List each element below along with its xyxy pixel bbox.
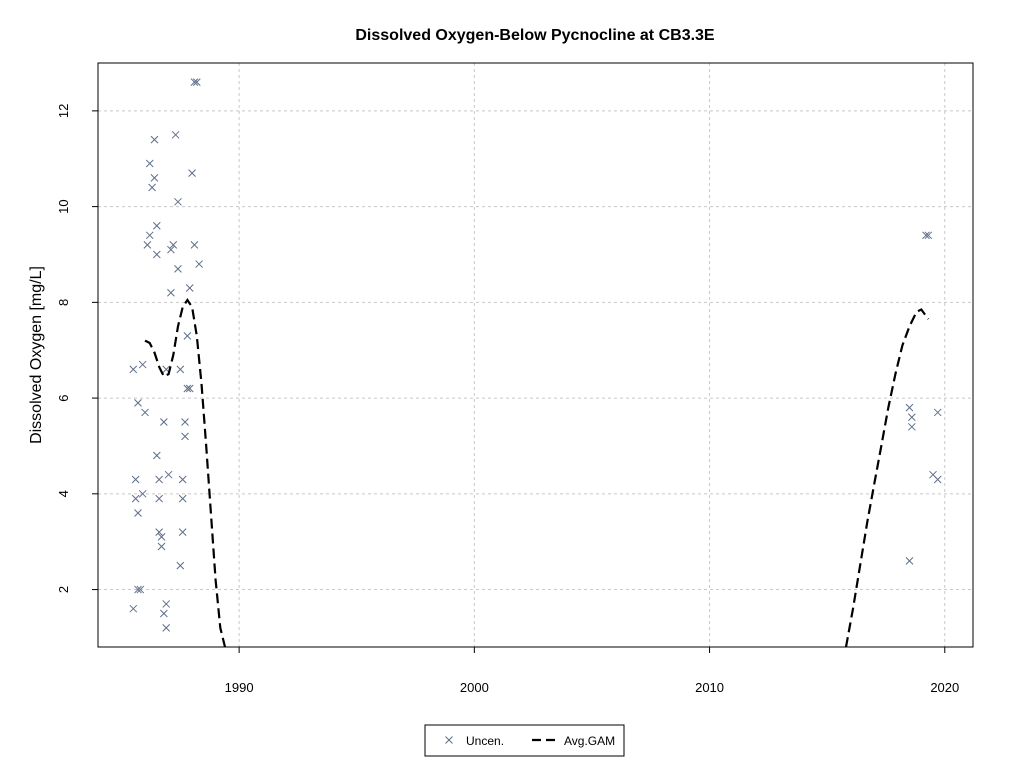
data-point xyxy=(129,604,138,613)
data-point xyxy=(188,169,196,177)
data-point xyxy=(152,451,161,460)
legend-box xyxy=(424,724,625,757)
data-point xyxy=(907,413,916,422)
data-point xyxy=(195,260,203,268)
data-point xyxy=(150,174,159,182)
data-point xyxy=(160,609,168,618)
data-point xyxy=(181,418,189,426)
data-point xyxy=(171,130,180,139)
y-axis-label: Dissolved Oxygen [mg/L] xyxy=(28,266,45,444)
data-point xyxy=(134,509,142,517)
data-point xyxy=(160,418,168,426)
x-tick-label: 2000 xyxy=(460,680,489,695)
data-point xyxy=(167,245,175,254)
gam-line-segment xyxy=(144,298,227,648)
x-tick-label: 1990 xyxy=(225,680,254,695)
plot-frame xyxy=(97,62,974,648)
data-point xyxy=(145,159,154,168)
gam-line-segment xyxy=(844,308,930,648)
legend: Uncen. Avg.GAM xyxy=(424,724,625,757)
y-tick-label: 4 xyxy=(56,490,71,497)
data-point xyxy=(138,360,147,369)
axis-ticks: 1990 2000 2010 2020 2 4 6 8 10 12 xyxy=(56,104,959,695)
data-point xyxy=(905,403,914,412)
data-point xyxy=(157,533,166,541)
data-point xyxy=(176,561,185,570)
data-point xyxy=(178,475,187,484)
data-point xyxy=(141,408,149,417)
data-point xyxy=(174,197,182,206)
data-point xyxy=(174,264,182,273)
data-point xyxy=(157,542,166,551)
data-point xyxy=(190,241,199,249)
data-point xyxy=(134,399,142,407)
y-tick-label: 12 xyxy=(56,104,71,118)
legend-label-uncen: Uncen. xyxy=(466,734,504,748)
data-point xyxy=(134,585,142,594)
data-point xyxy=(155,528,164,536)
data-point xyxy=(143,241,152,249)
data-point xyxy=(129,365,138,374)
grid-lines xyxy=(98,63,973,647)
data-point xyxy=(924,231,933,240)
data-point xyxy=(148,183,156,192)
data-point xyxy=(162,623,171,632)
chart-title: Dissolved Oxygen-Below Pycnocline at CB3… xyxy=(355,27,715,44)
data-point xyxy=(152,221,161,230)
y-tick-label: 2 xyxy=(56,586,71,593)
data-point xyxy=(138,489,147,498)
data-point xyxy=(150,135,159,144)
data-point xyxy=(155,475,164,484)
data-point xyxy=(169,241,178,249)
y-tick-label: 8 xyxy=(56,299,71,306)
data-point xyxy=(176,365,185,374)
data-point xyxy=(152,250,161,259)
data-point xyxy=(183,384,192,393)
data-point xyxy=(178,494,187,503)
data-point xyxy=(167,288,175,297)
uncensored-points xyxy=(129,78,942,632)
data-point xyxy=(145,231,154,240)
data-point xyxy=(131,494,140,503)
data-point xyxy=(933,475,942,484)
data-point xyxy=(185,284,194,292)
legend-marker-uncen xyxy=(445,736,453,744)
data-point xyxy=(181,432,189,441)
data-point xyxy=(190,78,199,87)
data-point xyxy=(933,408,942,417)
data-point xyxy=(136,585,145,594)
y-tick-label: 10 xyxy=(56,199,71,213)
data-point xyxy=(905,556,914,565)
x-tick-label: 2020 xyxy=(930,680,959,695)
y-tick-label: 6 xyxy=(56,394,71,401)
data-point xyxy=(183,331,192,340)
x-tick-label: 2010 xyxy=(695,680,724,695)
data-point xyxy=(185,384,194,393)
data-point xyxy=(922,231,930,240)
data-point xyxy=(907,422,916,431)
data-point xyxy=(178,528,187,536)
data-point xyxy=(131,475,140,484)
data-point xyxy=(192,78,201,87)
data-point xyxy=(162,600,171,608)
legend-label-gam: Avg.GAM xyxy=(564,734,615,748)
data-point xyxy=(164,470,173,479)
gam-curve xyxy=(144,298,930,648)
data-point xyxy=(155,494,164,503)
